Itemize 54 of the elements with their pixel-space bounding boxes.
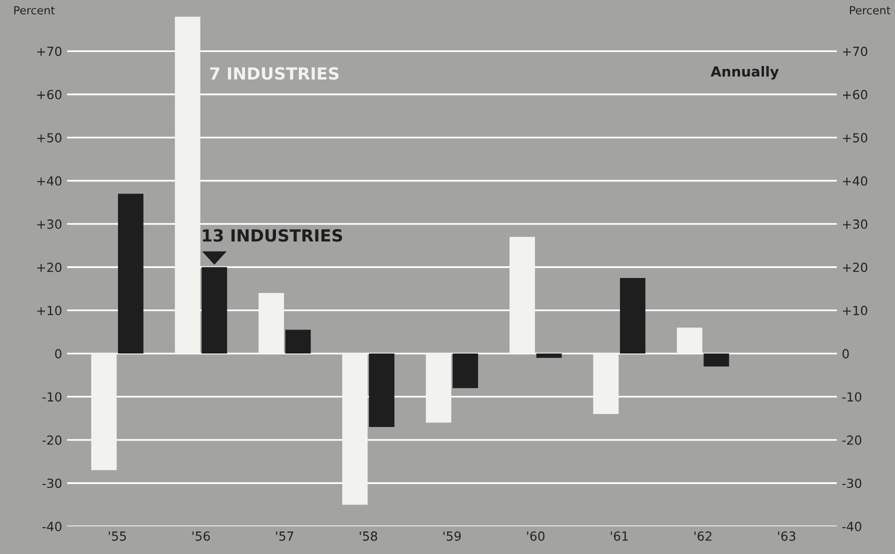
x-tick-label: '63 [778,531,796,541]
y2-tick-label: -30 [842,478,862,488]
x-tick-label: '55 [108,532,126,541]
bar [368,354,394,427]
y2-tick-label: -20 [842,435,862,445]
x-tick-label: '58 [360,531,378,541]
x-tick-label: '61 [610,531,628,541]
y2-tick-label: 0 [842,349,849,358]
y2-tick-label: -10 [842,392,862,402]
bar [202,267,228,354]
y2-tick-label: +70 [843,46,868,56]
bar [536,354,562,358]
bar [342,354,368,505]
y-axis-title: Percent [14,6,55,14]
y-tick-label: +30 [37,219,62,229]
y-tick-label: +70 [37,46,62,56]
x-tick-label: '57 [276,532,294,541]
bar [676,328,702,354]
annotation: Annually [710,66,779,80]
bar [426,354,452,423]
bar [593,354,619,414]
x-tick-label: '60 [527,531,544,541]
y2-tick-label: +30 [843,219,868,229]
series-label: 7 INDUSTRIES [210,67,339,80]
y2-axis-title: Percent [850,6,890,14]
y2-tick-label: +60 [843,90,868,100]
bar [510,236,535,354]
x-tick-label: '62 [694,531,712,541]
bar [452,354,478,388]
y-tick-label: +60 [37,90,62,100]
series-label: 13 INDUSTRIES [202,229,342,242]
y-tick-label: -40 [42,522,62,532]
bar [620,278,646,354]
y2-tick-label: +40 [843,176,868,186]
y-tick-label: +10 [37,306,62,316]
y-tick-label: +20 [37,262,62,272]
y2-tick-label: +50 [843,133,868,142]
bar [91,354,117,470]
bar [258,293,284,354]
y2-tick-label: +20 [843,262,868,272]
y2-tick-label: -40 [842,522,862,532]
bar [704,354,730,366]
y-tick-label: -10 [42,392,62,402]
bar [174,16,200,354]
y-tick-label: 0 [55,349,62,358]
bar [285,330,311,354]
y-tick-label: +40 [37,176,62,186]
y-tick-label: -30 [42,478,62,488]
x-tick-label: '56 [192,531,210,541]
bar [118,194,144,354]
x-tick-label: '59 [444,531,461,541]
y-tick-label: -20 [42,435,62,445]
y2-tick-label: +10 [843,306,868,316]
y-tick-label: +50 [37,133,62,142]
